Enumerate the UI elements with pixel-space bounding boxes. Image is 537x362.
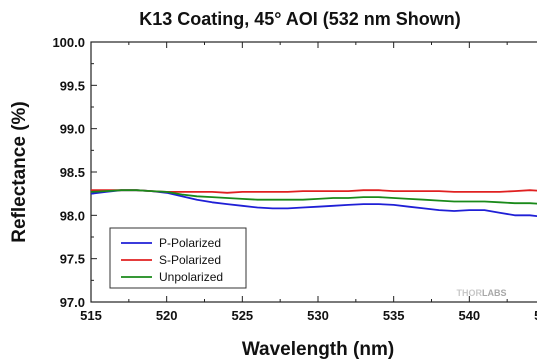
y-tick-label: 97.0: [60, 295, 85, 310]
legend-box: [109, 227, 247, 289]
legend-label: Unpolarized: [159, 270, 223, 284]
legend-items: P-Polarized S-Polarized Unpolarized: [121, 236, 223, 284]
legend-label: P-Polarized: [159, 236, 221, 250]
y-tick-label: 98.5: [60, 165, 85, 180]
x-axis-tick-labels: 515 520 525 530 535 540 545: [80, 308, 537, 323]
x-tick-label: 530: [307, 308, 329, 323]
x-axis-ticks: [90, 42, 508, 302]
y-tick-label: 99.5: [60, 78, 85, 93]
y-axis-title: Reflectance (%): [9, 101, 30, 243]
series-line: [90, 189, 537, 205]
thorlabs-watermark: THOR LABS: [457, 288, 507, 298]
x-tick-label: 515: [80, 308, 102, 323]
watermark-part2: LABS: [482, 288, 507, 298]
x-tick-label: 535: [383, 308, 405, 323]
x-tick-label: 520: [156, 308, 178, 323]
y-tick-label: 100.0: [52, 35, 85, 50]
series-lines: [90, 189, 537, 218]
y-tick-label: 98.0: [60, 208, 85, 223]
y-axis-ticks: [91, 41, 97, 303]
x-axis-title: Wavelength (nm): [242, 339, 394, 360]
y-tick-label: 97.5: [60, 252, 85, 267]
legend-label: S-Polarized: [159, 253, 221, 267]
watermark-part1: THOR: [457, 288, 483, 298]
x-tick-label: 545: [534, 308, 537, 323]
x-tick-label: 540: [458, 308, 480, 323]
legend: P-Polarized S-Polarized Unpolarized: [109, 227, 247, 289]
x-tick-label: 525: [231, 308, 253, 323]
chart-title: K13 Coating, 45° AOI (532 nm Shown): [139, 9, 461, 29]
y-axis-tick-labels: 97.0 97.5 98.0 98.5 99.0 99.5 100.0: [52, 35, 85, 310]
y-tick-label: 99.0: [60, 122, 85, 137]
